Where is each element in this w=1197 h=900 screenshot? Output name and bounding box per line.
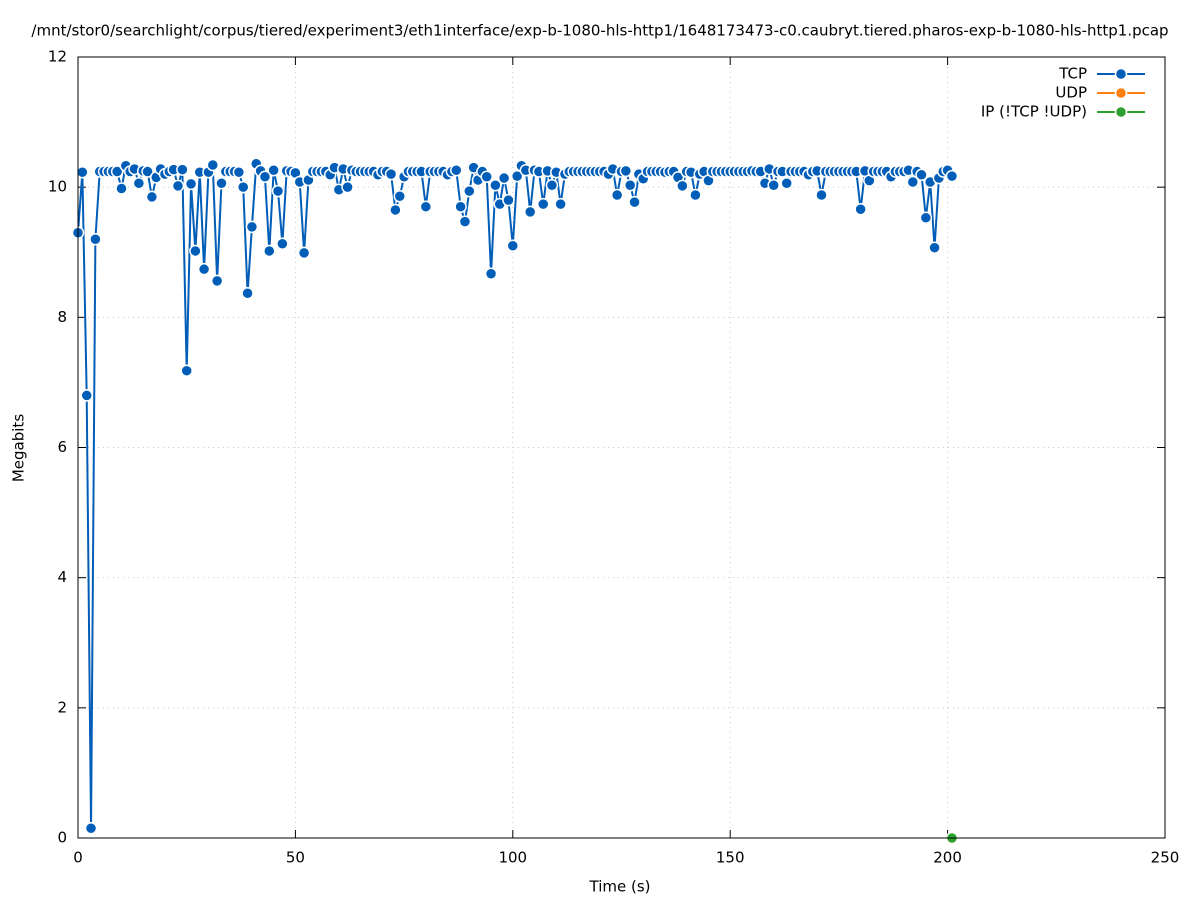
data-point — [510, 169, 524, 183]
data-point — [906, 175, 920, 189]
grid — [77, 56, 1166, 839]
data-point — [180, 364, 193, 377]
data-point — [854, 203, 867, 216]
data-point — [523, 205, 537, 219]
data-point — [389, 203, 402, 217]
data-point — [506, 239, 520, 252]
x-tick-label: 100 — [498, 849, 527, 867]
data-point — [276, 237, 289, 251]
legend-label: TCP — [1058, 65, 1087, 83]
data-point — [767, 178, 780, 192]
data-point — [206, 158, 220, 172]
data-point — [919, 211, 933, 225]
chart-title: /mnt/stor0/searchlight/corpus/tiered/exp… — [31, 22, 1168, 40]
legend-swatch-point — [1114, 105, 1128, 119]
y-tick-label: 6 — [57, 438, 67, 456]
y-tick-label: 0 — [57, 829, 67, 847]
data-point — [176, 163, 189, 176]
data-point — [245, 220, 259, 234]
data-point — [489, 178, 502, 192]
data-point — [689, 188, 702, 202]
y-tick-label: 4 — [57, 568, 67, 586]
data-point — [297, 246, 311, 260]
data-point — [171, 179, 185, 193]
data-point — [110, 165, 124, 178]
data-point — [197, 262, 211, 276]
data-point — [628, 195, 641, 209]
data-point — [915, 168, 928, 182]
data-point — [232, 165, 246, 179]
x-axis-label: Time (s) — [589, 878, 651, 896]
data-point — [80, 389, 93, 402]
data-point — [236, 180, 250, 194]
data-point — [623, 178, 637, 192]
data-point — [619, 164, 633, 178]
data-point — [115, 182, 128, 195]
y-tick-label: 10 — [48, 178, 67, 196]
data-point — [241, 287, 254, 300]
data-point — [189, 244, 202, 258]
plot-border — [77, 56, 1166, 839]
data-point — [384, 167, 398, 181]
data-point — [676, 179, 689, 193]
legend-swatch-point — [1114, 86, 1128, 100]
data-point — [145, 190, 159, 204]
data-point — [497, 171, 511, 185]
data-point — [554, 197, 567, 211]
y-tick-label: 8 — [57, 308, 67, 326]
data-point — [89, 232, 102, 246]
data-point — [341, 180, 354, 194]
data-point — [480, 170, 493, 184]
data-point — [450, 163, 463, 177]
x-tick-label: 150 — [716, 849, 745, 867]
data-point — [141, 165, 154, 178]
data-point — [458, 215, 472, 228]
data-point — [84, 821, 98, 835]
data-point — [610, 188, 624, 202]
data-point — [76, 165, 89, 179]
data-point — [184, 177, 198, 191]
data-point — [132, 177, 146, 190]
legend-label: UDP — [1055, 84, 1087, 102]
y-axis-label: Megabits — [10, 414, 28, 482]
data-point — [545, 178, 559, 192]
plot-area — [71, 157, 959, 845]
x-tick-label: 50 — [286, 849, 305, 867]
data-point — [258, 170, 272, 184]
data-point — [419, 200, 433, 213]
y-tick-label: 12 — [48, 48, 67, 66]
x-tick-label: 250 — [1151, 849, 1180, 867]
data-point — [393, 190, 407, 203]
data-point — [267, 163, 280, 177]
data-point — [502, 193, 515, 207]
y-tick-label: 2 — [57, 698, 67, 716]
data-point — [928, 241, 941, 254]
x-tick-label: 0 — [73, 849, 83, 867]
data-point — [780, 177, 793, 190]
data-point — [536, 197, 550, 211]
data-point — [454, 200, 467, 213]
data-point — [263, 244, 276, 258]
data-point — [271, 184, 285, 198]
data-point — [210, 274, 224, 288]
x-tick-label: 200 — [933, 849, 962, 867]
legend-label: IP (!TCP !UDP) — [981, 103, 1087, 121]
data-point — [215, 177, 228, 190]
legend-swatch-point — [1114, 67, 1128, 81]
data-point — [463, 184, 476, 198]
data-point — [815, 188, 828, 202]
data-point — [484, 267, 498, 280]
data-point — [945, 169, 959, 183]
